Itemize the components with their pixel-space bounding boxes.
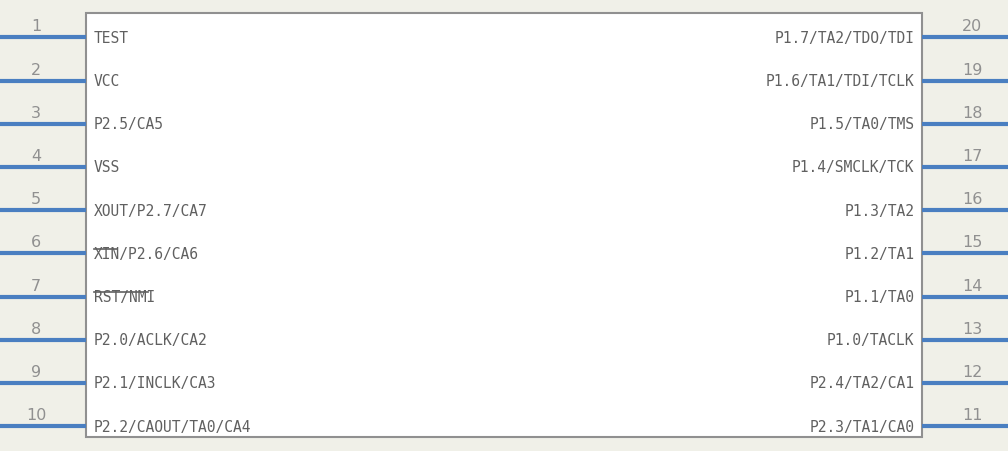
Text: 16: 16 (962, 192, 982, 207)
Text: 3: 3 (31, 106, 41, 120)
Text: TEST: TEST (94, 31, 129, 46)
Text: P1.6/TA1/TDI/TCLK: P1.6/TA1/TDI/TCLK (765, 74, 914, 89)
Text: 11: 11 (962, 407, 982, 422)
Text: P2.0/ACLK/CA2: P2.0/ACLK/CA2 (94, 332, 208, 347)
Text: 20: 20 (962, 19, 982, 34)
Text: 7: 7 (31, 278, 41, 293)
Text: 4: 4 (31, 149, 41, 164)
Text: P2.5/CA5: P2.5/CA5 (94, 117, 163, 132)
Text: 10: 10 (26, 407, 46, 422)
Text: P1.1/TA0: P1.1/TA0 (845, 290, 914, 304)
Text: 12: 12 (962, 364, 982, 379)
Text: XOUT/P2.7/CA7: XOUT/P2.7/CA7 (94, 203, 208, 218)
Bar (86, 14, 922, 437)
Text: P1.7/TA2/TDO/TDI: P1.7/TA2/TDO/TDI (774, 31, 914, 46)
Text: 15: 15 (962, 235, 982, 250)
Text: 8: 8 (31, 321, 41, 336)
Text: 14: 14 (962, 278, 982, 293)
Text: P1.4/SMCLK/TCK: P1.4/SMCLK/TCK (792, 160, 914, 175)
Text: P2.1/INCLK/CA3: P2.1/INCLK/CA3 (94, 376, 216, 391)
Text: 6: 6 (31, 235, 41, 250)
Text: RST/NMI: RST/NMI (94, 290, 155, 304)
Text: XIN/P2.6/CA6: XIN/P2.6/CA6 (94, 246, 199, 261)
Text: VSS: VSS (94, 160, 120, 175)
Text: P1.2/TA1: P1.2/TA1 (845, 246, 914, 261)
Text: 19: 19 (962, 63, 982, 78)
Text: 17: 17 (962, 149, 982, 164)
Text: 18: 18 (962, 106, 982, 120)
Text: P2.4/TA2/CA1: P2.4/TA2/CA1 (809, 376, 914, 391)
Text: P1.0/TACLK: P1.0/TACLK (827, 332, 914, 347)
Text: P1.3/TA2: P1.3/TA2 (845, 203, 914, 218)
Text: P2.2/CAOUT/TA0/CA4: P2.2/CAOUT/TA0/CA4 (94, 419, 251, 434)
Text: 13: 13 (962, 321, 982, 336)
Text: 2: 2 (31, 63, 41, 78)
Text: P1.5/TA0/TMS: P1.5/TA0/TMS (809, 117, 914, 132)
Text: VCC: VCC (94, 74, 120, 89)
Text: P2.3/TA1/CA0: P2.3/TA1/CA0 (809, 419, 914, 434)
Text: 5: 5 (31, 192, 41, 207)
Text: 9: 9 (31, 364, 41, 379)
Text: 1: 1 (31, 19, 41, 34)
